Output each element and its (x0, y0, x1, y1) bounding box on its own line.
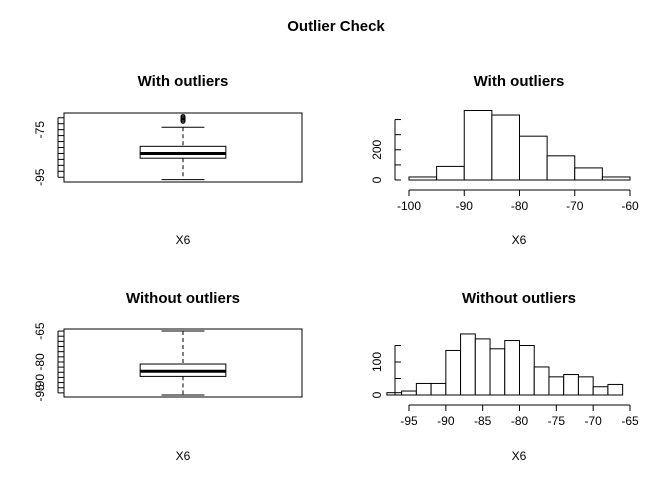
y-tick-label: 100 (370, 352, 384, 372)
x-tick-label: -90 (456, 199, 474, 213)
y-tick-label: 0 (370, 391, 384, 398)
panel-title: Without outliers (126, 290, 240, 307)
y-tick-label: -90 (33, 374, 47, 392)
histogram-bar (519, 135, 548, 181)
y-tick-label: -95 (33, 168, 47, 186)
x-axis-label: X6 (176, 449, 191, 463)
panel-title: With outliers (138, 73, 229, 90)
histogram-bar (460, 333, 476, 396)
histogram-without-outliers-panel: Without outliers -95 -90 -85 -80 -75 -70 -65 0 10… (370, 290, 639, 463)
y-tick-label: 0 (370, 176, 384, 183)
x-axis-label: X6 (512, 233, 527, 247)
x-axis-label: X6 (512, 449, 527, 463)
boxplot-with-outliers-panel: With outliers -95 -75 X6 (33, 73, 303, 247)
histogram-bar (607, 383, 624, 396)
histogram-with-outliers-panel: With outliers -100 -90 -80 -70 -60 0 200 X6 (370, 73, 639, 247)
boxplot-without-outliers-panel: Without outliers -95-90 -80 -65 X6 (33, 290, 303, 463)
histogram-bar (415, 382, 432, 396)
x-tick-label: -80 (511, 414, 529, 428)
x-tick-label: -95 (400, 414, 418, 428)
x-tick-label: -100 (397, 199, 421, 213)
x-tick-label: -85 (474, 414, 492, 428)
histogram-bar (592, 386, 609, 396)
y-tick-label: -80 (33, 353, 47, 371)
y-tick-label: 200 (370, 139, 384, 159)
histogram-bar (548, 376, 565, 396)
histogram-bar (436, 165, 465, 181)
x-tick-label: -90 (437, 414, 455, 428)
x-tick-label: -65 (621, 414, 639, 428)
outlier-point (180, 114, 186, 120)
x-tick-label: -60 (621, 199, 639, 213)
x-tick-label: -70 (584, 414, 602, 428)
histogram-bar (504, 340, 520, 396)
histogram-bar (463, 109, 493, 181)
histogram-bar (563, 374, 579, 396)
x-tick-label: -80 (511, 199, 529, 213)
histogram-bar (601, 176, 631, 181)
panel-title: With outliers (474, 73, 565, 90)
histogram-bar (574, 167, 603, 181)
plot-frame (63, 328, 303, 398)
histogram-bar (546, 155, 576, 181)
histogram-bar (577, 376, 594, 396)
histogram-bar (445, 349, 462, 396)
main-title: Outlier Check (287, 18, 385, 35)
histogram-bar (474, 338, 491, 396)
y-tick-label: -75 (33, 121, 47, 139)
histogram-bar (430, 382, 447, 396)
panel-title: Without outliers (462, 290, 576, 307)
y-tick-label: -65 (33, 322, 47, 340)
histogram-bar (489, 348, 506, 396)
x-tick-label: -70 (566, 199, 584, 213)
x-tick-label: -75 (548, 414, 566, 428)
histogram-bar (401, 390, 417, 396)
histogram-bar (519, 345, 535, 396)
histogram-bar (491, 114, 520, 181)
histogram-bar (408, 176, 438, 181)
y-tick-label: -95 (33, 384, 47, 402)
histogram-bar (533, 366, 550, 396)
x-axis-label: X6 (176, 233, 191, 247)
